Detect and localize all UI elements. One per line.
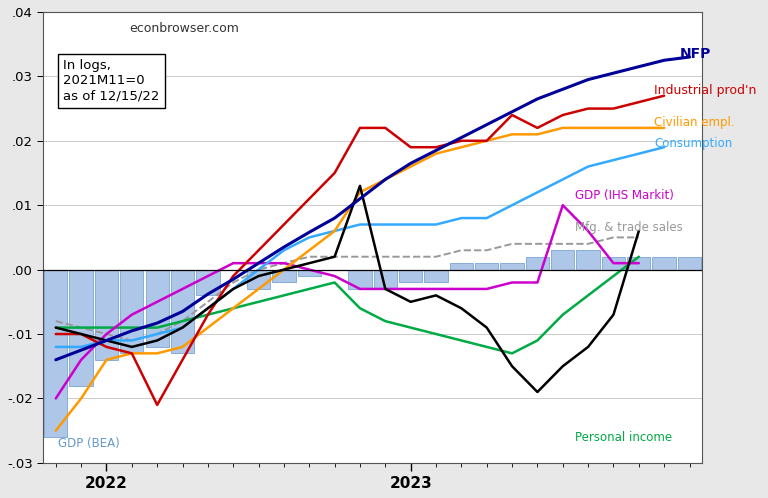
Bar bbox=[94, 269, 118, 360]
Bar bbox=[577, 250, 600, 269]
Text: Personal income: Personal income bbox=[575, 431, 673, 444]
Text: GDP (BEA): GDP (BEA) bbox=[58, 437, 120, 450]
Text: Civilian empl.: Civilian empl. bbox=[654, 116, 735, 129]
Bar bbox=[247, 269, 270, 289]
Bar bbox=[399, 269, 422, 282]
Bar bbox=[145, 269, 169, 347]
Bar bbox=[526, 257, 549, 269]
Bar bbox=[450, 263, 473, 269]
Bar bbox=[653, 257, 676, 269]
Bar bbox=[170, 269, 194, 354]
Text: GDP (IHS Markit): GDP (IHS Markit) bbox=[575, 189, 674, 202]
Bar bbox=[374, 269, 397, 289]
Text: econbrowser.com: econbrowser.com bbox=[129, 22, 239, 35]
Bar bbox=[69, 269, 93, 385]
Bar bbox=[551, 250, 574, 269]
Text: Mfg. & trade sales: Mfg. & trade sales bbox=[575, 221, 684, 234]
Bar bbox=[120, 269, 144, 354]
Bar bbox=[678, 257, 701, 269]
Bar bbox=[627, 257, 650, 269]
Bar bbox=[475, 263, 498, 269]
Bar bbox=[425, 269, 448, 282]
Bar bbox=[44, 269, 68, 437]
Bar bbox=[501, 263, 524, 269]
Text: NFP: NFP bbox=[680, 47, 710, 61]
Text: Industrial prod'n: Industrial prod'n bbox=[654, 84, 756, 97]
Text: In logs,
2021M11=0
as of 12/15/22: In logs, 2021M11=0 as of 12/15/22 bbox=[63, 59, 159, 102]
Bar bbox=[298, 269, 321, 276]
Bar bbox=[196, 269, 220, 295]
Bar bbox=[349, 269, 372, 289]
Text: Consumption: Consumption bbox=[654, 137, 732, 150]
Bar bbox=[602, 257, 625, 269]
Bar bbox=[273, 269, 296, 282]
